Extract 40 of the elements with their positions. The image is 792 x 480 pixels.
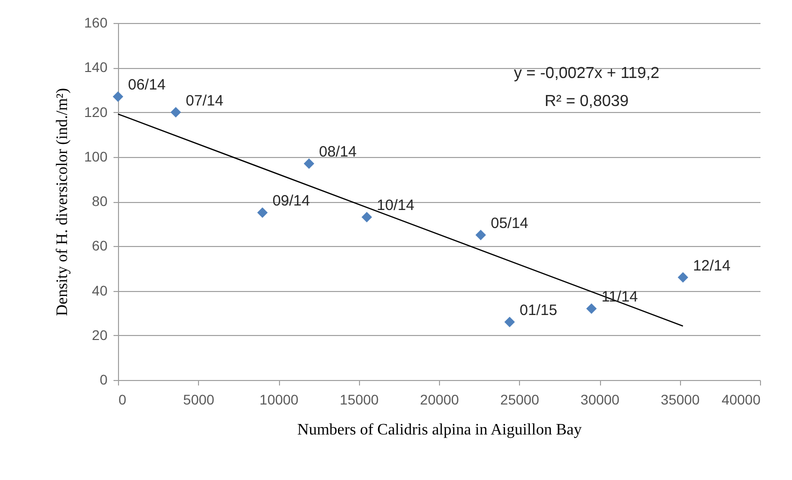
y-tick-label: 60	[92, 238, 108, 254]
annotation: 08/14	[318, 144, 357, 161]
y-tick-label: 100	[84, 148, 108, 164]
y-tick-label: 80	[92, 193, 108, 209]
y-tick-label: 140	[84, 59, 108, 76]
point	[362, 212, 372, 222]
annotation: R² = 0,8039	[544, 93, 629, 110]
point	[304, 158, 314, 169]
annotation: 12/14	[692, 257, 731, 274]
x-tick-label: 10000	[260, 392, 299, 408]
annotation: 05/14	[490, 214, 528, 232]
annotation: 06/14	[128, 76, 166, 94]
x-tick-label: 5000	[183, 392, 215, 408]
annotation: 10/14	[376, 197, 414, 214]
x-tick-label: 20000	[420, 392, 460, 408]
point	[170, 107, 182, 118]
annotation: 09/14	[272, 192, 310, 210]
x-axis-title: Numbers of Calidris alpina in Aiguillon Bay	[297, 422, 582, 438]
x-tick-label: 35000	[660, 392, 700, 408]
point	[678, 272, 688, 283]
annotation: y = -0,0027x + 119,2	[514, 65, 660, 82]
point	[475, 230, 486, 240]
point	[112, 91, 124, 102]
annotation: 07/14	[186, 92, 224, 110]
point	[586, 303, 597, 314]
annotation: 01/15	[520, 302, 558, 319]
x-tick-label: 30000	[580, 392, 620, 408]
point	[504, 316, 515, 328]
y-tick-label: 40	[92, 282, 108, 298]
y-tick-label: 160	[84, 14, 108, 30]
x-tick-label: 25000	[500, 392, 540, 408]
point	[257, 207, 268, 218]
x-tick-label: 40000	[722, 392, 761, 408]
y-tick-label: 0	[100, 372, 108, 388]
y-tick-label: 120	[84, 104, 108, 120]
y-axis-title: Density of H. diversicolor (ind./m²)	[54, 88, 72, 316]
x-tick-label: 0	[118, 392, 126, 408]
annotation: 11/14	[601, 288, 638, 306]
x-tick-label: 15000	[340, 392, 379, 408]
y-tick-label: 20	[92, 326, 108, 343]
